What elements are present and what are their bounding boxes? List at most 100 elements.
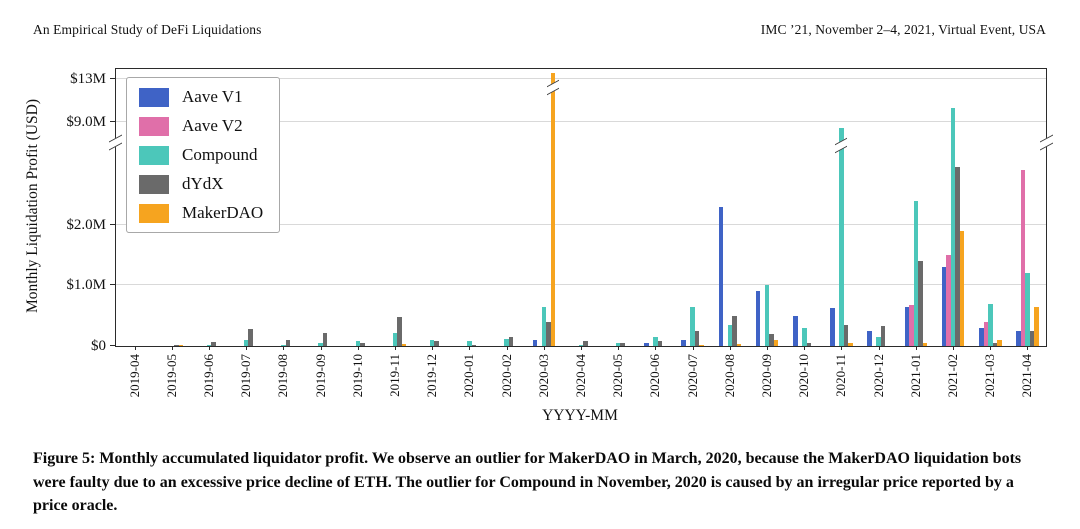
bar-dydx-2020-12 <box>880 326 886 346</box>
legend-item-makerdao: MakerDAO <box>139 203 263 223</box>
y-tick-label: $1.0M <box>66 277 106 294</box>
bar-aave-v2-2021-01 <box>909 305 914 346</box>
bar-compound-2019-06 <box>206 345 212 346</box>
x-tick-label: 2021-04 <box>1019 354 1035 398</box>
bar-group-2019-08: 2019-08 <box>265 69 302 397</box>
bar-group-2019-05: 2019-05 <box>153 69 190 397</box>
bar-group-2019-06: 2019-06 <box>190 69 227 397</box>
bar-group-2020-11: 2020-11 <box>823 69 860 397</box>
x-tick-mark <box>469 346 471 350</box>
x-tick-mark <box>729 346 731 350</box>
bar-group-2019-10: 2019-10 <box>339 69 376 397</box>
bar-aave-v2-2021-03 <box>983 322 989 346</box>
bar-makerdao-2019-05 <box>178 345 184 346</box>
legend-item-dydx: dYdX <box>139 174 263 194</box>
page-header: An Empirical Study of DeFi Liquidations … <box>33 22 1046 38</box>
legend-item-aave-v1: Aave V1 <box>139 87 263 107</box>
bar-dydx-2019-09 <box>322 333 328 346</box>
bar-makerdao-2020-09 <box>773 340 779 346</box>
bar-dydx-2021-03 <box>992 343 998 346</box>
y-tick-mark <box>110 284 116 286</box>
bar-group-2020-09: 2020-09 <box>748 69 785 397</box>
bar-compound-2019-09 <box>318 343 323 346</box>
bar-aave-v1-2020-06 <box>644 343 649 346</box>
bar-group-2020-01: 2020-01 <box>451 69 488 397</box>
bar-dydx-2020-07 <box>694 331 700 346</box>
x-tick-label: 2019-04 <box>126 354 142 398</box>
bar-dydx-2020-10 <box>806 343 811 346</box>
bar-makerdao-2020-11 <box>848 343 853 346</box>
legend-swatch-icon <box>139 145 169 165</box>
bar-group-2019-09: 2019-09 <box>302 69 339 397</box>
x-tick-mark <box>209 346 210 350</box>
bar-compound-2019-10 <box>355 341 361 346</box>
bar-dydx-2019-10 <box>360 343 365 346</box>
bar-dydx-2020-01 <box>471 345 477 346</box>
legend-label: Aave V2 <box>182 116 243 135</box>
y-tick-label: $2.0M <box>66 216 106 233</box>
legend-label: Compound <box>182 145 258 164</box>
running-title: An Empirical Study of DeFi Liquidations <box>33 22 262 37</box>
bar-dydx-2020-04 <box>583 341 588 346</box>
bar-group-2020-12: 2020-12 <box>860 69 897 397</box>
bar-group-2019-04: 2019-04 <box>116 69 153 397</box>
bar-dydx-2020-09 <box>769 334 774 346</box>
bar-makerdao-2021-04 <box>1034 307 1039 346</box>
bar-aave-v1-2020-08 <box>718 207 724 346</box>
legend-item-aave-v2: Aave V2 <box>139 116 263 136</box>
bar-compound-2020-04 <box>578 345 584 346</box>
bar-aave-v2-2021-02 <box>946 255 951 346</box>
bar-compound-2020-08 <box>727 325 733 346</box>
x-tick-label: 2020-12 <box>870 354 886 398</box>
bar-group-2020-06: 2020-06 <box>637 69 674 397</box>
bar-aave-v1-2021-01 <box>904 307 910 346</box>
bar-dydx-2021-01 <box>918 261 923 346</box>
x-tick-label: 2020-10 <box>796 354 812 398</box>
bar-dydx-2019-07 <box>248 329 253 346</box>
bar-aave-v1-2020-11 <box>830 308 835 346</box>
x-tick-label: 2020-11 <box>833 354 849 397</box>
bar-compound-2019-11 <box>392 333 398 346</box>
x-tick-mark <box>320 346 322 350</box>
bar-aave-v1-2021-02 <box>941 267 947 346</box>
x-tick-mark <box>915 346 917 350</box>
x-tick-label: 2020-09 <box>759 354 775 398</box>
bar-group-2020-07: 2020-07 <box>674 69 711 397</box>
x-tick-label: 2019-07 <box>238 354 254 398</box>
x-tick-mark <box>841 346 843 350</box>
x-tick-label: 2019-12 <box>424 354 440 398</box>
bar-makerdao-2020-07 <box>699 345 704 346</box>
x-tick-mark <box>432 346 434 350</box>
bar-group-2021-02: 2021-02 <box>934 69 971 397</box>
bar-compound-2020-09 <box>764 285 770 346</box>
x-tick-label: 2020-02 <box>498 354 514 398</box>
bar-compound-2020-11 <box>835 128 848 346</box>
bar-dydx-2020-05 <box>620 343 625 346</box>
x-tick-mark <box>878 346 880 350</box>
bar-group-2021-03: 2021-03 <box>972 69 1009 397</box>
x-tick-mark <box>171 346 173 350</box>
x-tick-label: 2020-01 <box>461 354 477 398</box>
y-tick-mark <box>110 344 116 346</box>
bar-compound-2020-12 <box>876 337 881 346</box>
bar-group-2019-11: 2019-11 <box>376 69 413 397</box>
x-tick-mark <box>246 346 248 350</box>
bar-makerdao-2020-03 <box>546 73 559 346</box>
x-tick-mark <box>655 346 657 350</box>
x-tick-mark <box>804 346 806 350</box>
bar-aave-v1-2020-12 <box>867 331 872 346</box>
x-tick-mark <box>618 346 620 350</box>
figure-caption: Figure 5: Monthly accumulated liquidator… <box>33 450 1022 515</box>
bar-group-2020-05: 2020-05 <box>600 69 637 397</box>
bar-compound-2021-04 <box>1025 273 1030 346</box>
legend-swatch-icon <box>139 203 169 223</box>
bar-groups: 2019-04 2019-05 2019-06 2019-07 2019-08 2019-… <box>116 69 1046 397</box>
chart-plot-area: 2019-04 2019-05 2019-06 2019-07 2019-08 2019-… <box>66 68 1053 397</box>
bar-aave-v1-2021-03 <box>979 328 984 346</box>
bar-compound-2021-01 <box>913 201 919 346</box>
x-tick-mark <box>990 346 992 350</box>
x-tick-mark <box>134 346 136 350</box>
x-tick-label: 2019-06 <box>201 354 216 398</box>
gridline <box>116 77 1046 79</box>
gridline <box>116 121 1046 123</box>
